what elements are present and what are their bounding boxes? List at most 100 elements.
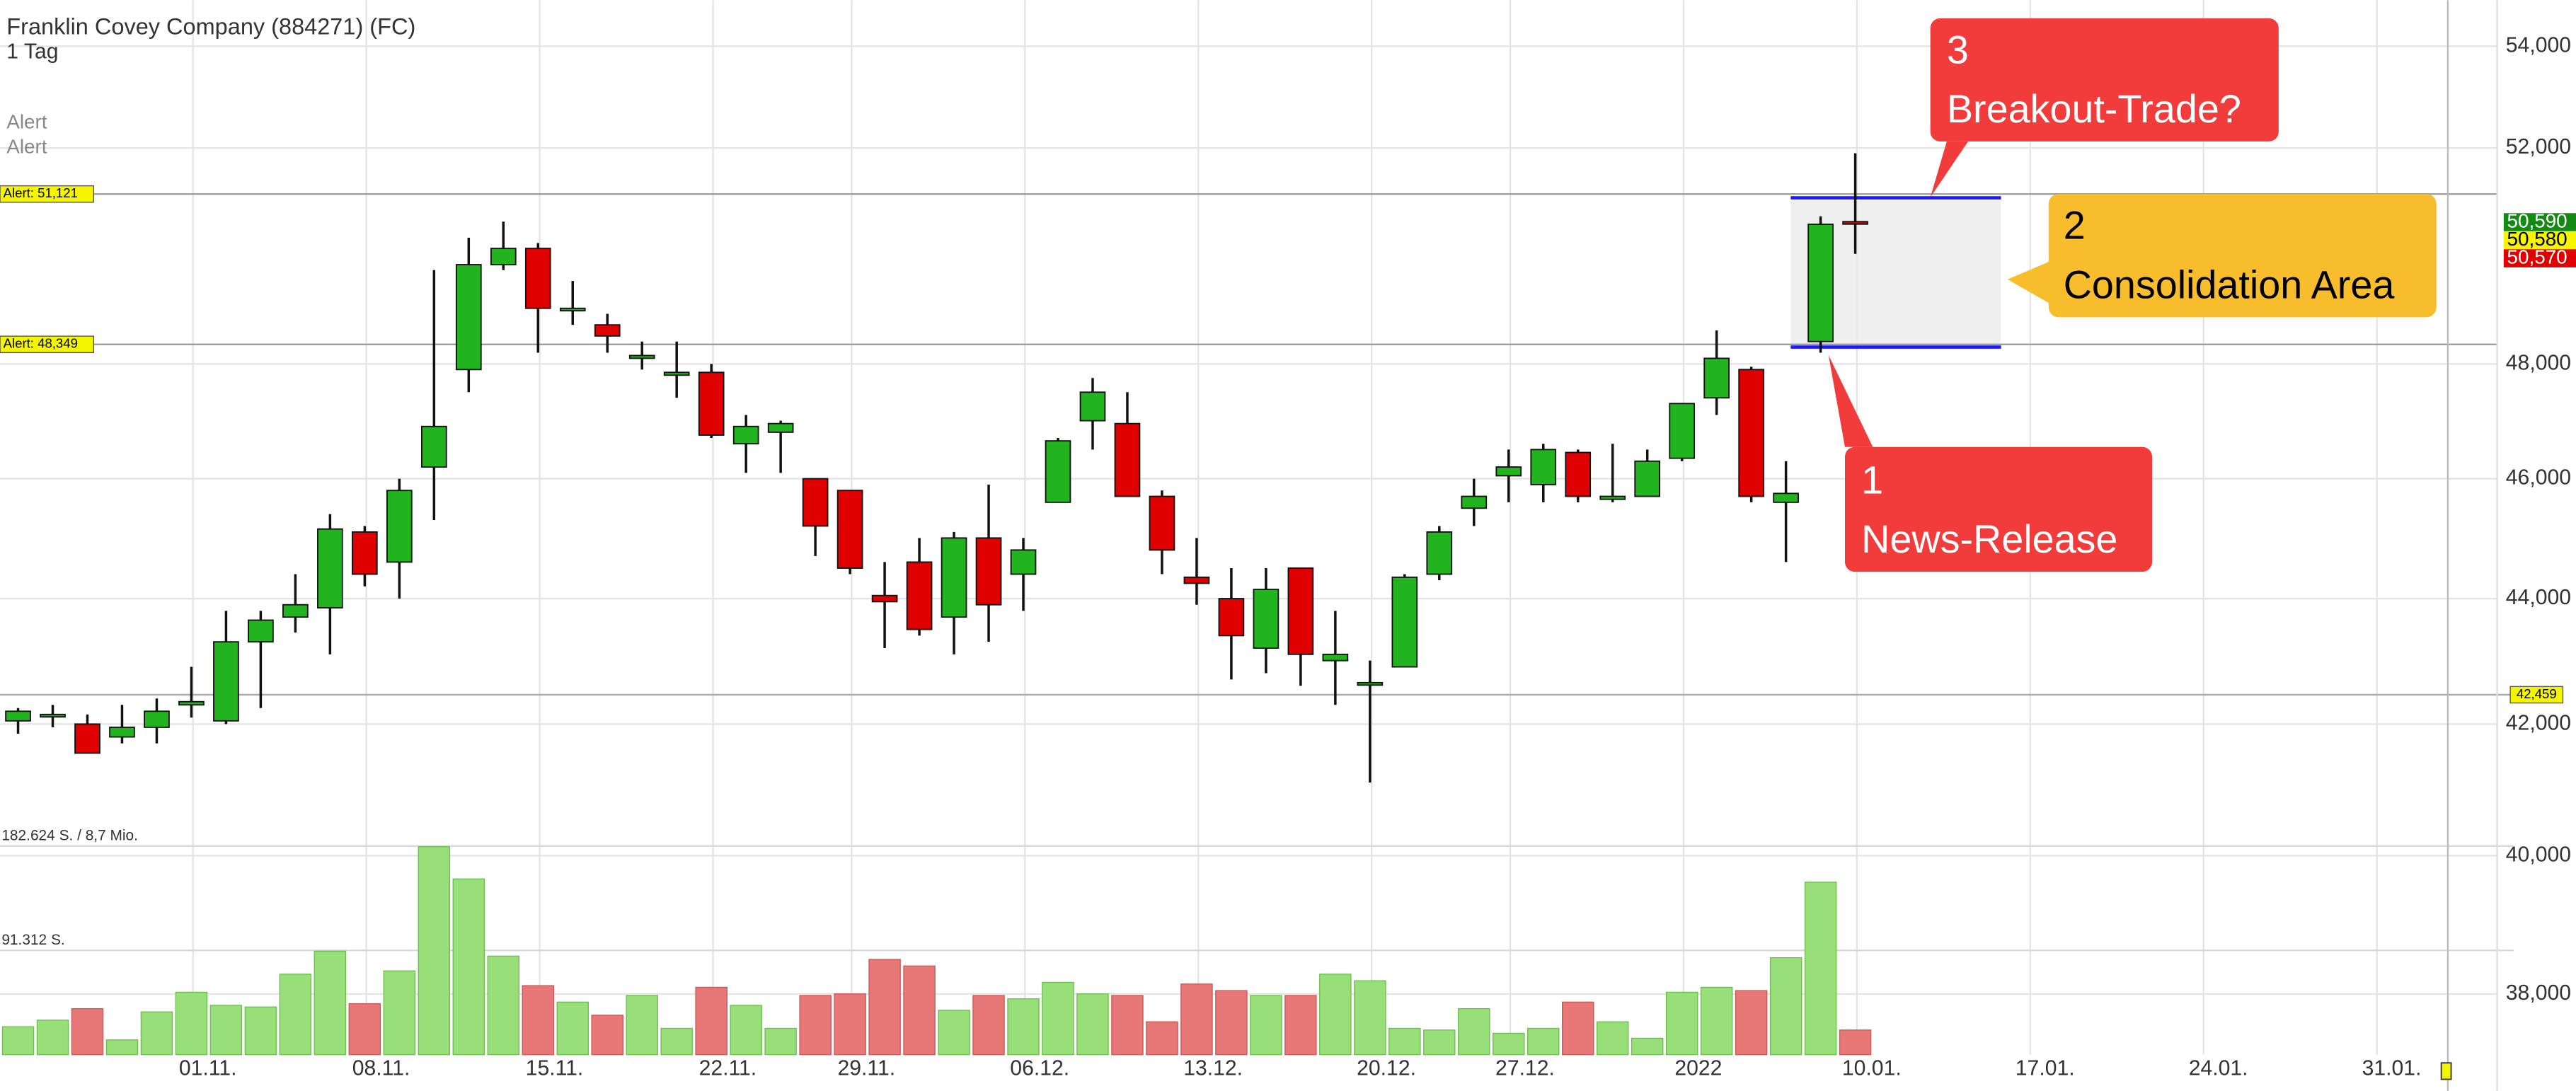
x-tick-label: 06.12.: [1010, 1057, 1069, 1080]
alert-label: Alert: 48,349: [4, 336, 78, 351]
candle-body: [906, 561, 933, 630]
candle-body: [455, 264, 482, 371]
callout-text: Consolidation Area: [2064, 262, 2395, 306]
volume-bar: [383, 970, 416, 1056]
candle-body: [836, 490, 863, 569]
x-tick-label: 20.12.: [1357, 1057, 1416, 1080]
candle-body: [524, 248, 551, 309]
volume-bar: [1596, 1021, 1629, 1056]
volume-bar: [1735, 990, 1768, 1056]
y-tick-label: 42,000: [2506, 711, 2571, 734]
candle-body: [1391, 576, 1418, 668]
volume-bar: [1354, 980, 1386, 1056]
callout-box: [2048, 194, 2437, 318]
callout-text: 3: [1947, 28, 1969, 71]
volume-bar: [834, 993, 866, 1056]
candle-body: [1530, 449, 1557, 485]
candle-body: [1703, 357, 1730, 399]
volume-bar: [1076, 993, 1109, 1056]
volume-bar: [1423, 1029, 1456, 1056]
volume-layer: [1, 846, 1872, 1056]
candle-body: [1495, 466, 1522, 477]
volume-bar: [730, 1005, 762, 1056]
callout-text: Breakout-Trade?: [1947, 87, 2241, 131]
callout-breakout: 3 Breakout-Trade?: [1930, 18, 2279, 197]
candle-body: [1669, 403, 1696, 459]
callout-pointer: [1828, 354, 1873, 447]
candle-body: [1565, 451, 1592, 497]
volume-bar: [175, 991, 208, 1056]
candle-layer: [5, 153, 1868, 783]
x-tick-label: 27.12.: [1495, 1057, 1555, 1080]
callout-text: 2: [2064, 204, 2086, 248]
volume-bar: [1804, 882, 1837, 1056]
callout-text: 1: [1861, 458, 1883, 502]
volume-bar: [1146, 1021, 1178, 1056]
volume-bar: [1180, 983, 1213, 1056]
candle-body: [386, 490, 413, 563]
y-tick-label: 38,000: [2506, 981, 2571, 1005]
callout-box: [1930, 18, 2279, 142]
alert-text: Alert: [6, 111, 47, 133]
x-tick-label: 2022: [1674, 1057, 1722, 1080]
volume-bar: [244, 1006, 277, 1056]
candle-body: [1773, 492, 1799, 503]
volume-bar: [556, 1001, 590, 1056]
candle-body: [1842, 221, 1868, 225]
y-tick-label: 46,000: [2506, 466, 2571, 490]
volume-bar: [1700, 986, 1733, 1056]
candle-body: [5, 710, 31, 722]
candle-body: [559, 307, 586, 312]
volume-bar: [1493, 1032, 1525, 1056]
volume-bar: [1111, 995, 1144, 1056]
volume-bar: [1007, 998, 1040, 1056]
candle-body: [109, 726, 135, 738]
candle-body: [594, 324, 621, 337]
volume-bar: [418, 846, 451, 1056]
volume-bar: [314, 950, 347, 1056]
x-tick-label: 24.01.: [2189, 1057, 2248, 1080]
volume-bar: [1319, 974, 1352, 1056]
volume-bar: [1215, 990, 1248, 1056]
candle-body: [420, 425, 447, 468]
volume-bar: [903, 965, 936, 1056]
candle-body: [282, 604, 309, 618]
y-tick-label: 52,000: [2506, 135, 2571, 158]
volume-bar: [487, 955, 520, 1056]
volume-bar: [452, 878, 485, 1056]
candle-body: [1357, 681, 1384, 686]
volume-bar: [1665, 991, 1698, 1056]
chart-subtitle: 1 Tag: [6, 40, 58, 64]
callout-consolidation: 2 Consolidation Area: [2007, 194, 2437, 318]
candle-body: [1287, 567, 1314, 655]
volume-bar: [1042, 981, 1074, 1056]
volume-bar: [938, 1010, 970, 1056]
volume-bar: [1, 1026, 35, 1056]
volume-bar: [626, 995, 658, 1056]
candle-body: [490, 248, 517, 265]
y-tick-label: 48,000: [2506, 351, 2571, 374]
candle-body: [628, 354, 655, 359]
volume-bar: [348, 1003, 381, 1056]
volume-bar: [972, 995, 1005, 1056]
volume-bar: [71, 1008, 104, 1056]
volume-tick-label: 182.624 S. / 8,7 Mio.: [1, 827, 138, 843]
y-tick-label: 44,000: [2506, 586, 2571, 609]
candle-body: [248, 619, 274, 643]
x-tick-label: 08.11.: [352, 1057, 410, 1080]
callout-pointer: [2007, 260, 2054, 306]
candle-body: [1079, 391, 1106, 422]
chart-title: Franklin Covey Company (884271) (FC): [6, 13, 415, 39]
volume-bar: [105, 1039, 139, 1056]
volume-bar: [1527, 1027, 1560, 1056]
volume-bar: [764, 1027, 797, 1056]
candle-body: [74, 723, 100, 754]
volume-bar: [868, 959, 901, 1056]
x-tick-label: 13.12.: [1183, 1057, 1243, 1080]
volume-bar: [1839, 1029, 1872, 1056]
callout-news: 1 News-Release: [1828, 354, 2153, 572]
volume-bar: [279, 974, 312, 1056]
last-price-label: 50,570: [2507, 246, 2568, 267]
candle-body: [1738, 369, 1764, 497]
volume-bar: [1388, 1027, 1421, 1056]
